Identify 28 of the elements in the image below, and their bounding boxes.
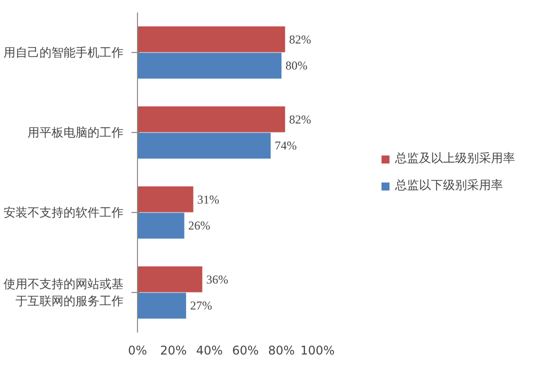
x-tick-label: 20%: [160, 344, 187, 358]
x-tick-label: 80%: [268, 344, 295, 358]
data-label: 74%: [274, 138, 297, 153]
bar: [138, 132, 271, 159]
data-label: 80%: [286, 58, 308, 73]
data-label: 31%: [197, 192, 220, 206]
y-tick-label: 使用不支持的网站或基于互联网的服务工作: [4, 277, 124, 308]
data-label: 82%: [289, 32, 312, 46]
bar: [138, 212, 184, 239]
bar: [138, 292, 186, 319]
bar: [138, 106, 286, 132]
legend-label: 总监及以上级别采用率: [395, 150, 515, 167]
legend-label: 总监以下级别采用率: [395, 177, 503, 194]
data-label: 26%: [188, 218, 210, 233]
x-tick-label: 60%: [232, 344, 259, 358]
bar: [138, 186, 194, 212]
data-label: 27%: [190, 298, 212, 313]
x-tick-label: 40%: [196, 344, 223, 358]
y-tick-label: 安装不支持的软件工作: [4, 206, 124, 220]
y-tick-label: 用平板电脑的工作: [28, 126, 124, 140]
bar: [138, 26, 286, 52]
data-label: 82%: [289, 112, 312, 126]
x-tick-label: 0%: [128, 344, 148, 358]
bar: [138, 266, 202, 292]
y-tick-label: 用自己的智能手机工作: [4, 46, 124, 60]
bar: [138, 52, 282, 79]
x-tick-label: 100%: [300, 344, 335, 358]
data-label: 36%: [206, 272, 228, 286]
